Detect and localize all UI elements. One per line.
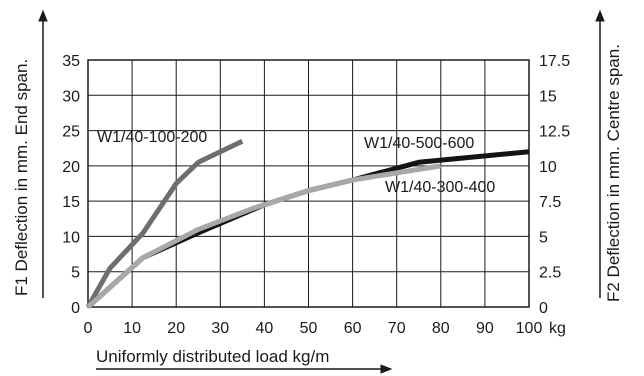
y-right-tick-label: 17.5 bbox=[539, 53, 570, 70]
x-tick-label: 0 bbox=[84, 320, 93, 337]
y-right-tick-label: 12.5 bbox=[539, 124, 570, 141]
y-left-tick-label: 10 bbox=[62, 229, 80, 246]
y-right-axis-label: F2 Deflection in mm. Centre span. bbox=[604, 44, 623, 302]
series-lines bbox=[85, 138, 530, 309]
y-left-tick-label: 15 bbox=[62, 194, 80, 211]
x-tick-label: 40 bbox=[256, 320, 274, 337]
y-right-tick-labels: 0 2.5 5 7.5 10 12.5 15 17.5 bbox=[539, 53, 570, 317]
series-line-w1-40-100-200 bbox=[85, 138, 244, 309]
series-label-w1-40-500-600: W1/40-500-600 bbox=[364, 135, 474, 152]
x-tick-label: 10 bbox=[123, 320, 141, 337]
y-right-tick-label: 2.5 bbox=[539, 265, 561, 282]
y-left-tick-label: 5 bbox=[71, 265, 80, 282]
x-tick-labels: 0 10 20 30 40 50 60 70 80 90 100 bbox=[84, 320, 543, 337]
y-right-tick-label: 7.5 bbox=[539, 194, 561, 211]
y-right-tick-label: 15 bbox=[539, 88, 557, 105]
y-left-tick-label: 0 bbox=[71, 300, 80, 317]
x-tick-label: 80 bbox=[432, 320, 450, 337]
y-right-tick-label: 5 bbox=[539, 229, 548, 246]
y-left-tick-label: 25 bbox=[62, 124, 80, 141]
x-tick-label: 60 bbox=[344, 320, 362, 337]
plot-frame bbox=[87, 59, 530, 308]
y-left-tick-label: 30 bbox=[62, 88, 80, 105]
y-left-tick-label: 35 bbox=[62, 53, 80, 70]
series-line-w1-40-300-400 bbox=[86, 163, 442, 309]
x-tick-label: 70 bbox=[388, 320, 406, 337]
y-left-tick-label: 20 bbox=[62, 159, 80, 176]
x-tick-label: 50 bbox=[300, 320, 318, 337]
series-label-w1-40-100-200: W1/40-100-200 bbox=[97, 129, 207, 146]
x-tick-label: 30 bbox=[211, 320, 229, 337]
y-right-tick-label: 0 bbox=[539, 300, 548, 317]
series-label-w1-40-300-400: W1/40-300-400 bbox=[385, 179, 495, 196]
y-right-tick-label: 10 bbox=[539, 159, 557, 176]
series-labels: W1/40-100-200 W1/40-500-600 W1/40-300-40… bbox=[97, 129, 495, 196]
x-unit-label: kg bbox=[549, 320, 566, 337]
y-left-tick-labels: 0 5 10 15 20 25 30 35 bbox=[62, 53, 80, 317]
x-tick-label: 100 bbox=[516, 320, 543, 337]
x-tick-label: 90 bbox=[476, 320, 494, 337]
x-tick-label: 20 bbox=[167, 320, 185, 337]
y-left-axis-label: F1 Deflection in mm. End span. bbox=[12, 59, 31, 296]
x-axis-label: Uniformly distributed load kg/m bbox=[96, 347, 329, 366]
